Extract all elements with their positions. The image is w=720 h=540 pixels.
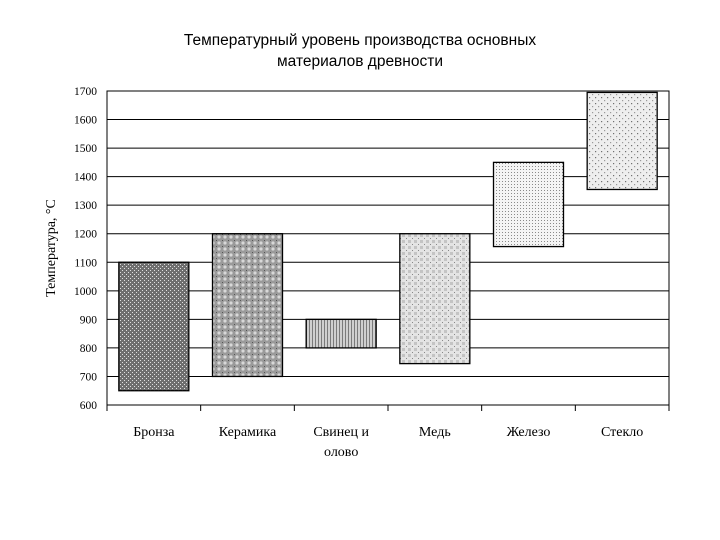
y-axis-ticks: 600 700 800 900 1000 1100 1200 1300 1400 1500 1600… bbox=[74, 86, 97, 412]
x-category-label: Керамика bbox=[219, 425, 277, 440]
x-category-label: Бронза bbox=[133, 425, 175, 440]
x-category-label: Медь bbox=[419, 425, 451, 440]
range-bar bbox=[118, 261, 190, 392]
y-tick-label: 900 bbox=[80, 314, 98, 326]
bars bbox=[118, 91, 658, 392]
y-tick-label: 1200 bbox=[74, 229, 97, 241]
y-tick-label: 800 bbox=[80, 343, 98, 355]
y-tick-label: 1600 bbox=[74, 115, 97, 127]
x-category-label: Стекло bbox=[601, 425, 643, 440]
y-tick-label: 1000 bbox=[74, 286, 97, 298]
x-axis: Бронза Керамика Свинец и олово Медь Железо Сте… bbox=[106, 405, 670, 460]
y-tick-label: 1300 bbox=[74, 200, 97, 212]
plot-frame bbox=[106, 90, 670, 406]
range-bar bbox=[211, 233, 284, 378]
y-tick-label: 1700 bbox=[74, 86, 97, 98]
range-bar bbox=[399, 233, 471, 365]
y-tick-label: 1500 bbox=[74, 143, 97, 155]
chart-title: Температурный уровень производства основ… bbox=[0, 30, 720, 72]
y-tick-label: 1100 bbox=[74, 257, 97, 269]
range-bar bbox=[586, 91, 658, 191]
x-category-label: олово bbox=[324, 445, 358, 460]
chart-title-line-2: материалов древности bbox=[277, 53, 443, 70]
chart-title-line-1: Температурный уровень производства основ… bbox=[183, 32, 537, 49]
y-axis-label: Температура, °С bbox=[44, 199, 59, 297]
y-tick-label: 600 bbox=[80, 400, 98, 412]
x-category-label: Свинец и bbox=[313, 425, 369, 440]
y-tick-label: 1400 bbox=[74, 172, 97, 184]
grid bbox=[107, 119, 669, 377]
y-tick-label: 700 bbox=[80, 371, 98, 383]
range-bar bbox=[492, 161, 565, 248]
x-category-label: Железо bbox=[507, 425, 551, 440]
range-bar bbox=[305, 318, 377, 349]
